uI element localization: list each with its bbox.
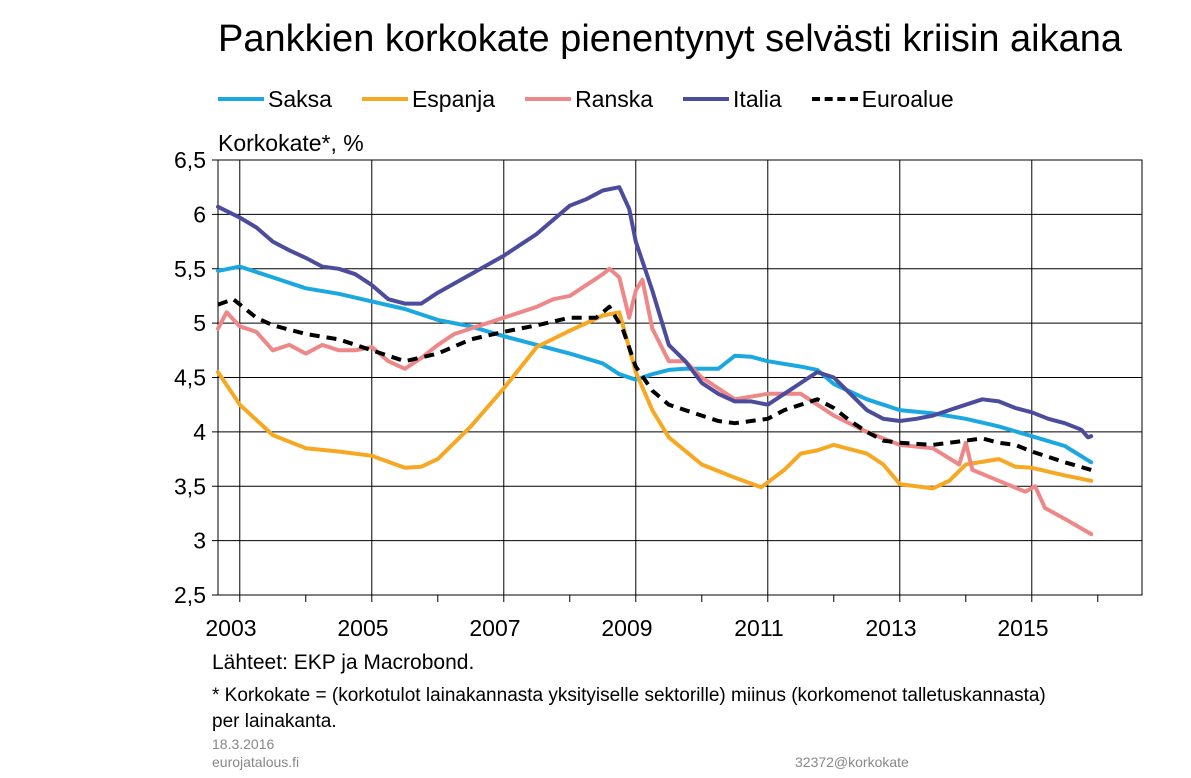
series-line-espanja: [216, 310, 1094, 491]
y-tick-label: 3: [193, 528, 206, 554]
legend-label-italia: Italia: [733, 85, 782, 112]
sources-note: Lähteet: EKP ja Macrobond.: [212, 651, 475, 674]
y-axis-label: Korkokate*, %: [218, 130, 364, 156]
x-tick-label: 2009: [601, 615, 652, 641]
legend-item-espanja: Espanja: [361, 85, 496, 113]
y-tick-label: 4: [193, 419, 206, 445]
x-tick-label: 2007: [469, 615, 520, 641]
legend-item-italia: Italia: [683, 86, 782, 113]
y-tick-label: 2,5: [174, 582, 206, 608]
plot-frame: [217, 159, 1143, 596]
y-tick-label: 6,5: [174, 147, 206, 173]
x-tick-label: 2011: [734, 615, 783, 641]
legend-item-ranska: Ranska: [525, 86, 653, 113]
legend-line-saksa: [218, 97, 264, 101]
series-line-euroalue: [217, 297, 1092, 472]
x-tick-label: 2003: [205, 615, 256, 641]
x-tick-label: 2005: [337, 615, 388, 641]
legend-label-espanja: Espanja: [411, 85, 496, 112]
footnote: * Korkokate = (korkotulot lainakannasta …: [212, 685, 1046, 732]
chart-id: 32372@korkokate: [795, 754, 909, 770]
legend-line-ranska: [525, 97, 572, 101]
legend-label-saksa: Saksa: [268, 85, 332, 112]
legend-line-euroalue: [811, 97, 858, 101]
series-line-ranska: [216, 266, 1094, 537]
legend-line-italia: [683, 97, 730, 101]
chart-title: Pankkien korkokate pienentynyt selvästi …: [218, 18, 1123, 60]
y-tick-label: 3,5: [174, 473, 206, 499]
x-tick-label: 2013: [865, 615, 916, 641]
legend-line-espanja: [361, 97, 408, 101]
series-line-saksa: [216, 264, 1094, 465]
y-tick-label: 6: [193, 201, 206, 227]
legend: Saksa Espanja Ranska Italia Euroalue: [218, 85, 984, 113]
legend-item-euroalue: Euroalue: [811, 85, 954, 113]
publish-date: 18.3.2016: [212, 736, 275, 752]
x-tick-label: 2015: [997, 615, 1048, 641]
legend-item-saksa: Saksa: [218, 86, 332, 113]
y-tick-label: 5: [193, 310, 206, 336]
series-line-italia: [216, 185, 1094, 440]
site-name: eurojatalous.fi: [212, 754, 300, 770]
y-tick-label: 5,5: [174, 256, 206, 282]
y-tick-label: 4,5: [174, 365, 206, 391]
legend-label-euroalue: Euroalue: [861, 85, 954, 112]
legend-label-ranska: Ranska: [575, 85, 654, 112]
